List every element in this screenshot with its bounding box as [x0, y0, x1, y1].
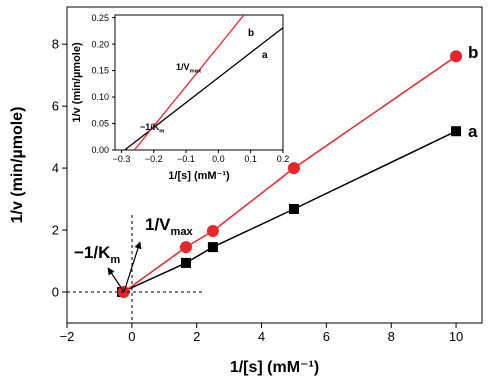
x-tick-label: −0.3: [113, 154, 131, 164]
arrow: [123, 241, 142, 293]
y-axis-label: 1/v (min/µmole): [9, 107, 26, 224]
y-tick-label: 0.05: [91, 119, 109, 129]
x-tick-label: 10: [449, 329, 463, 344]
x-tick-label: −0.1: [177, 154, 195, 164]
marker: [451, 126, 462, 137]
annotation-text: 1/V: [145, 215, 171, 234]
x-tick-label: 6: [323, 329, 330, 344]
x-tick-label: 0.0: [212, 154, 225, 164]
x-tick-label: 2: [193, 329, 200, 344]
guides: [67, 215, 205, 323]
annotation: 1/Vmax: [176, 62, 202, 75]
series-label: b: [468, 43, 478, 62]
marker: [207, 242, 218, 253]
plot-frame: [114, 14, 284, 151]
y-tick-label: 0.15: [91, 66, 109, 76]
x-axis-label: 1/[s] (mM⁻¹): [168, 170, 230, 182]
series-label: b: [248, 28, 254, 39]
marker: [179, 241, 192, 254]
annotation-text: 1/V: [176, 62, 190, 72]
y-tick-label: 0.25: [91, 13, 109, 23]
annotation-text: −1/K: [140, 122, 160, 132]
marker: [287, 162, 300, 175]
series-line: [133, 14, 245, 151]
marker: [288, 203, 299, 214]
marker: [180, 257, 191, 268]
x-axis-label: 1/[s] (mM⁻¹): [230, 359, 319, 376]
y-tick-label: 0.20: [91, 39, 109, 49]
y-tick-label: 6: [52, 99, 59, 114]
annotation-sub: max: [171, 226, 194, 238]
marker: [206, 224, 219, 237]
x-tick-label: 0.1: [244, 154, 257, 164]
marker: [450, 50, 463, 63]
x-tick-label: 4: [258, 329, 265, 344]
y-axis-label: 1/v (min/µmole): [71, 42, 83, 123]
annotation: 1/Vmax: [145, 215, 193, 238]
y-tick-label: 8: [52, 37, 59, 52]
x-tick-label: 0: [128, 329, 135, 344]
annotation-sub: m: [159, 129, 164, 135]
series-label: a: [262, 50, 268, 61]
x-tick-label: 0.2: [277, 154, 290, 164]
x-tick-label: −0.2: [145, 154, 163, 164]
inset-plot: −0.3 −0.2 −0.1 0.0 0.1 0.2 0.00 0.05 0.10 0.15 0.2…: [71, 13, 289, 182]
y-tick-label: 0.10: [91, 92, 109, 102]
y-tick-label: 4: [52, 161, 59, 176]
annotation: −1/Km: [74, 243, 120, 266]
series-label: a: [468, 122, 478, 141]
y-tick-label: 0: [52, 285, 59, 300]
y-tick-label: 2: [52, 223, 59, 238]
annotation: −1/Km: [140, 122, 164, 135]
arrow: [107, 267, 125, 293]
annotation-sub: max: [190, 69, 202, 75]
x-tick-label: −2: [60, 329, 75, 344]
x-tick-label: 8: [388, 329, 395, 344]
y-tick-label: 0.00: [91, 145, 109, 155]
annotation-sub: m: [110, 254, 120, 266]
annotation-text: −1/K: [74, 243, 111, 262]
